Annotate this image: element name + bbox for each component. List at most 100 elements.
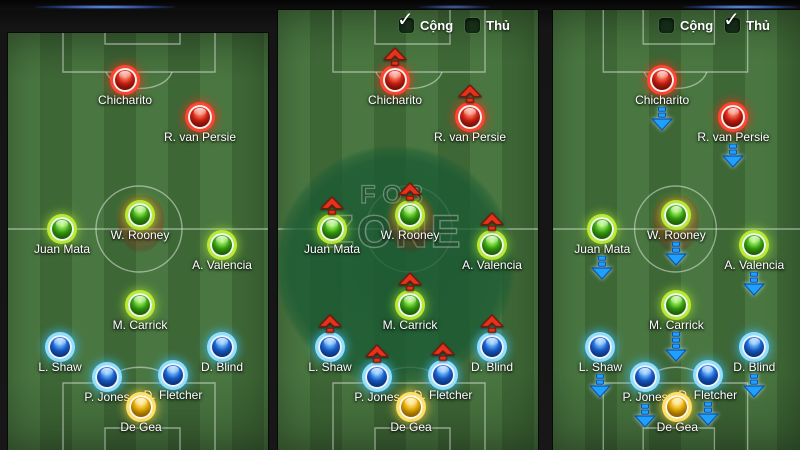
toggle-label: Thủ bbox=[746, 18, 770, 33]
attack-up-arrow-icon bbox=[458, 84, 482, 103]
player-label: W. Rooney bbox=[110, 228, 170, 242]
player-marker-blue[interactable] bbox=[480, 335, 504, 359]
defense-down-arrow-icon bbox=[665, 242, 687, 266]
player-marker-blue[interactable] bbox=[742, 335, 767, 359]
defense-down-arrow-icon bbox=[591, 256, 613, 280]
player-marker-green[interactable] bbox=[128, 293, 152, 317]
player-marker-red[interactable] bbox=[383, 68, 407, 92]
player-label: W. Rooney bbox=[647, 228, 706, 242]
defense-down-arrow-icon bbox=[651, 107, 673, 131]
player-marker-blue[interactable] bbox=[431, 363, 455, 387]
player-marker-blue[interactable] bbox=[210, 335, 234, 359]
player-label: A. Valencia bbox=[462, 258, 522, 272]
player-marker-green[interactable] bbox=[128, 203, 152, 227]
defense-down-arrow-icon bbox=[743, 374, 765, 398]
checkbox-th-unchecked[interactable] bbox=[465, 18, 481, 33]
player-label: M. Carrick bbox=[112, 318, 168, 332]
player-marker-red[interactable] bbox=[113, 68, 137, 92]
player-label: Juan Mata bbox=[33, 242, 91, 256]
player-marker-green[interactable] bbox=[398, 293, 422, 317]
player-label: P. Jones bbox=[354, 390, 400, 404]
defense-down-arrow-icon bbox=[697, 402, 719, 426]
player-label: D. Blind bbox=[470, 360, 514, 374]
check-icon: ✓ bbox=[723, 10, 740, 31]
player-label: Juan Mata bbox=[303, 242, 361, 256]
player-label: Chicharito bbox=[367, 93, 423, 107]
top-bar bbox=[0, 0, 800, 10]
player-marker-blue[interactable] bbox=[365, 365, 389, 389]
player-marker-blue[interactable] bbox=[588, 335, 613, 359]
toggle-label: Cộng bbox=[679, 18, 714, 33]
defense-down-arrow-icon bbox=[722, 144, 744, 168]
toggle-c-ng[interactable]: Cộng bbox=[658, 18, 714, 33]
player-label: M. Carrick bbox=[382, 318, 438, 332]
player-marker-red[interactable] bbox=[188, 105, 212, 129]
player-label: R. van Persie bbox=[697, 130, 770, 144]
player-label: Chicharito bbox=[97, 93, 153, 107]
top-glow-center bbox=[418, 5, 490, 9]
player-label: Chicharito bbox=[635, 93, 690, 107]
player-label: De Gea bbox=[390, 420, 432, 434]
player-marker-green[interactable] bbox=[590, 217, 615, 241]
player-marker-blue[interactable] bbox=[161, 363, 185, 387]
attack-up-arrow-icon bbox=[480, 212, 504, 231]
player-marker-yellow[interactable] bbox=[399, 395, 423, 419]
player-marker-blue[interactable] bbox=[318, 335, 342, 359]
attack-up-arrow-icon bbox=[398, 272, 422, 291]
attack-up-arrow-icon bbox=[320, 196, 344, 215]
player-label: D. Fletcher bbox=[413, 388, 473, 402]
player-label: D. Fletcher bbox=[678, 388, 738, 402]
player-marker-yellow[interactable] bbox=[129, 395, 153, 419]
toggle-label: Cộng bbox=[419, 18, 454, 33]
player-marker-green[interactable] bbox=[320, 217, 344, 241]
player-label: R. van Persie bbox=[433, 130, 507, 144]
fo3zone-watermark: FO3 ZONE bbox=[278, 145, 515, 385]
player-marker-green[interactable] bbox=[50, 217, 74, 241]
checkbox-c-ng-checked[interactable]: ✓ bbox=[397, 10, 414, 33]
player-marker-blue[interactable] bbox=[95, 365, 119, 389]
attack-up-arrow-icon bbox=[480, 314, 504, 333]
player-label: W. Rooney bbox=[380, 228, 440, 242]
player-marker-green[interactable] bbox=[742, 233, 767, 257]
player-marker-blue[interactable] bbox=[695, 363, 720, 387]
panel-defense-adjust: Cộng ✓ Thủ Chicharito R. van Persie Juan M… bbox=[553, 10, 800, 450]
top-glow-right bbox=[683, 5, 798, 9]
player-label: L. Shaw bbox=[578, 360, 623, 374]
defense-down-arrow-icon bbox=[634, 404, 656, 428]
players-layer: Chicharito R. van Persie Juan Mata W. Ro… bbox=[278, 10, 538, 450]
player-marker-green[interactable] bbox=[210, 233, 234, 257]
top-glow-left bbox=[35, 5, 175, 9]
mode-toggle-row: Cộng ✓ Thủ bbox=[658, 10, 770, 33]
checkbox-c-ng-unchecked[interactable] bbox=[658, 18, 674, 33]
player-label: A. Valencia bbox=[192, 258, 252, 272]
player-label: L. Shaw bbox=[38, 360, 82, 374]
player-marker-red[interactable] bbox=[721, 105, 746, 129]
mode-toggle-row: ✓ Cộng Thủ bbox=[397, 10, 510, 33]
toggle-c-ng[interactable]: ✓ Cộng bbox=[397, 10, 454, 33]
player-marker-blue[interactable] bbox=[633, 365, 658, 389]
player-marker-green[interactable] bbox=[480, 233, 504, 257]
toggle-label: Thủ bbox=[486, 18, 510, 33]
player-label: R. van Persie bbox=[163, 130, 237, 144]
player-marker-red[interactable] bbox=[650, 68, 675, 92]
player-marker-green[interactable] bbox=[398, 203, 422, 227]
players-layer: Chicharito R. van Persie Juan Mata W. Ro… bbox=[553, 10, 800, 450]
player-marker-yellow[interactable] bbox=[665, 395, 690, 419]
pitch-lines bbox=[553, 10, 800, 450]
checkbox-th-checked[interactable]: ✓ bbox=[723, 10, 741, 33]
toggle-th[interactable]: Thủ bbox=[465, 18, 510, 33]
player-label: D. Fletcher bbox=[143, 388, 203, 402]
player-marker-red[interactable] bbox=[458, 105, 482, 129]
attack-up-arrow-icon bbox=[431, 342, 455, 361]
attack-up-arrow-icon bbox=[365, 344, 389, 363]
player-marker-green[interactable] bbox=[664, 203, 689, 227]
attack-up-arrow-icon bbox=[398, 182, 422, 201]
defense-down-arrow-icon bbox=[589, 374, 611, 398]
toggle-th[interactable]: ✓ Thủ bbox=[723, 10, 770, 33]
player-marker-green[interactable] bbox=[664, 293, 689, 317]
player-label: De Gea bbox=[656, 420, 699, 434]
player-marker-blue[interactable] bbox=[48, 335, 72, 359]
player-label: P. Jones bbox=[84, 390, 130, 404]
defense-down-arrow-icon bbox=[665, 332, 687, 362]
